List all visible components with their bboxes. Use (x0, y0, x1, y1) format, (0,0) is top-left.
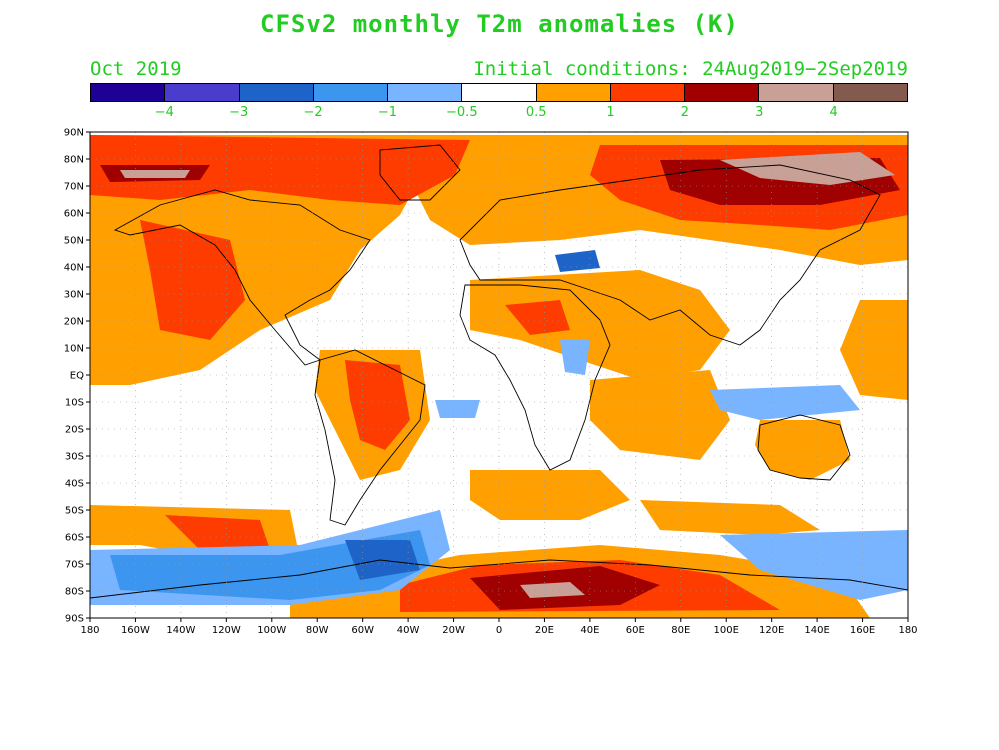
lat-label: 40S (65, 479, 84, 490)
lon-label: 180 (898, 625, 917, 636)
lon-label: 20E (535, 625, 554, 636)
lat-label: 40N (64, 263, 84, 274)
colorbar-tick-label: −4 (154, 105, 174, 120)
colorbar-tick-label: −3 (229, 105, 249, 120)
cool-region-ross (720, 530, 908, 600)
coastlines (90, 144, 908, 599)
anomaly-field (90, 135, 908, 618)
colorbar-tick-label: 1 (606, 105, 615, 120)
colorbar-swatch (313, 84, 389, 101)
hot-region-sahara (505, 300, 570, 335)
colorbar-swatch (536, 84, 611, 101)
cool-region-black-sea (555, 250, 600, 272)
hot-region-arctic-west (90, 135, 470, 205)
colorbar-tick-label: 3 (755, 105, 764, 120)
lat-label: 80S (65, 587, 84, 598)
max-warm-beaufort (120, 170, 190, 178)
longitude-labels: 180 160W 140W 120W 100W 80W 60W 40W 20W 0 20E 40E 60… (80, 618, 918, 636)
lon-label: 120W (212, 625, 241, 636)
chart-title: CFSv2 monthly T2m anomalies (K) (260, 10, 739, 38)
lat-label: 70S (65, 560, 84, 571)
lat-label: EQ (70, 371, 84, 382)
hot-region-southern-pacific (165, 515, 270, 550)
lon-label: 40E (580, 625, 599, 636)
max-warm-siberia (720, 152, 895, 185)
colorbar-tick-label: 2 (680, 105, 690, 120)
lon-label: 20W (442, 625, 465, 636)
cool-region-south-atlantic (435, 400, 480, 418)
lon-label: 140E (804, 625, 829, 636)
lat-label: 50S (65, 506, 84, 517)
colorbar-swatch (833, 84, 907, 101)
cool-region-indonesia (710, 385, 860, 420)
forecast-month: Oct 2019 (90, 58, 182, 80)
lat-label: 70N (64, 182, 84, 193)
coast-africa (459, 284, 611, 471)
colorbar-tick-label: 0.5 (525, 105, 547, 120)
lon-label: 160W (121, 625, 150, 636)
lon-label: 60E (626, 625, 645, 636)
lat-label: 20S (65, 425, 84, 436)
coast-south-america (314, 349, 426, 526)
warm-region-south-atlantic (470, 470, 630, 520)
lat-label: 10N (64, 344, 84, 355)
hot-region-amazon (345, 360, 410, 450)
lat-label: 20N (64, 317, 84, 328)
colorbar-tick-label: −2 (303, 105, 323, 120)
warm-region-central-pacific (840, 300, 908, 400)
colorbar-swatch (91, 84, 166, 101)
colorbar-swatch (165, 84, 240, 101)
coast-greenland (379, 144, 461, 201)
lat-label: 80N (64, 155, 84, 166)
lon-label: 100E (714, 625, 739, 636)
lon-label: 40W (397, 625, 420, 636)
colorbar-tick-label: −0.5 (446, 105, 478, 120)
colorbar-tick-label: −1 (377, 105, 398, 120)
lat-label: 50N (64, 236, 84, 247)
colorbar-swatch (610, 84, 686, 101)
lon-label: 140W (166, 625, 195, 636)
latitude-labels: 90N 80N 70N 60N 50N 40N 30N 20N 10N EQ 10S 20S 30S 40… (64, 128, 90, 625)
lat-label: 30N (64, 290, 84, 301)
lat-label: 60S (65, 533, 84, 544)
colorbar-swatch (759, 84, 834, 101)
lat-label: 30S (65, 452, 84, 463)
lat-label: 90S (65, 614, 84, 625)
lat-label: 60N (64, 209, 84, 220)
colorbar-swatch (462, 84, 537, 101)
lat-label: 10S (65, 398, 84, 409)
lon-label: 160E (850, 625, 875, 636)
colorbar-swatch (239, 84, 314, 101)
colorbar-swatch (388, 84, 463, 101)
lon-label: 120E (759, 625, 784, 636)
lon-label: 100W (257, 625, 286, 636)
graticule (90, 132, 908, 618)
lon-label: 80E (671, 625, 690, 636)
warm-region-indian (590, 370, 730, 460)
colorbar-tick-label: 4 (829, 105, 838, 120)
coast-antarctica (90, 559, 908, 599)
colorbar-swatch (685, 84, 760, 101)
lon-label: 60W (351, 625, 374, 636)
colorbar (90, 83, 908, 102)
warm-region-australia (755, 420, 850, 480)
coast-australia (757, 414, 851, 481)
lon-label: 180 (80, 625, 99, 636)
lon-label: 0 (496, 625, 502, 636)
lat-label: 90N (64, 128, 84, 139)
max-warm-antarctica (520, 582, 585, 598)
cool-region-east-africa (560, 340, 590, 375)
warm-region-southern-indian (640, 500, 820, 535)
initial-conditions: Initial conditions: 24Aug2019−2Sep2019 (473, 58, 908, 80)
lon-label: 80W (306, 625, 329, 636)
coast-north-america (113, 189, 371, 366)
coast-europe-asia (459, 164, 881, 346)
warm-region-africa (470, 270, 730, 380)
